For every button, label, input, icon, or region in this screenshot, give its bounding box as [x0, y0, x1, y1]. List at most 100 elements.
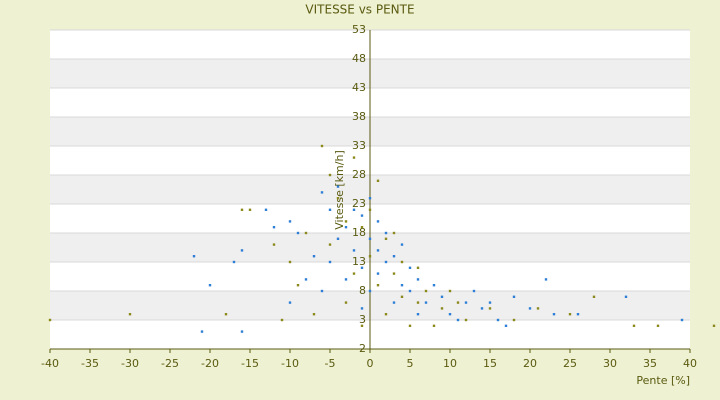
- point: [328, 208, 332, 211]
- point: [448, 313, 452, 316]
- point: [472, 289, 476, 293]
- y-tick-label: 13: [352, 255, 366, 268]
- point: [344, 226, 348, 229]
- point: [208, 284, 212, 287]
- x-tick-label: -35: [81, 357, 99, 370]
- point: [296, 231, 300, 235]
- y-tick-label: 28: [352, 168, 366, 181]
- point: [48, 318, 52, 322]
- x-tick-label: -5: [325, 357, 336, 370]
- point: [272, 243, 276, 246]
- point: [336, 185, 340, 188]
- point: [336, 237, 340, 240]
- point: [288, 260, 292, 264]
- point: [392, 255, 396, 258]
- point: [240, 330, 244, 333]
- point: [328, 243, 332, 246]
- point: [328, 260, 332, 264]
- x-tick-label: -10: [281, 357, 299, 370]
- point: [368, 197, 372, 200]
- point: [376, 220, 380, 223]
- point: [432, 324, 436, 327]
- point: [392, 301, 396, 304]
- point: [408, 266, 412, 269]
- y-tick-label: 23: [352, 197, 366, 210]
- x-tick-label: 5: [407, 357, 414, 370]
- point: [336, 197, 340, 200]
- point: [400, 295, 404, 298]
- point: [416, 266, 420, 269]
- point: [408, 324, 412, 327]
- point: [632, 324, 636, 327]
- point: [416, 278, 420, 281]
- x-tick-label: 30: [603, 357, 617, 370]
- x-tick-label: 40: [683, 357, 697, 370]
- point: [432, 284, 436, 287]
- point: [592, 295, 596, 298]
- point: [440, 307, 444, 310]
- point: [376, 284, 380, 287]
- x-tick-label: 10: [443, 357, 457, 370]
- point: [384, 260, 388, 264]
- x-tick-label: 35: [643, 357, 657, 370]
- point: [368, 237, 372, 240]
- y-tick-label: 38: [352, 110, 366, 123]
- point: [384, 231, 388, 235]
- point: [544, 278, 548, 281]
- point: [416, 301, 420, 304]
- point: [312, 313, 316, 316]
- point: [288, 220, 292, 223]
- y-tick-label: 18: [352, 226, 366, 239]
- point: [456, 301, 460, 304]
- point: [496, 318, 500, 322]
- x-tick-label: -15: [241, 357, 259, 370]
- point: [224, 313, 228, 316]
- y-tick-label: 43: [352, 81, 366, 94]
- point: [344, 278, 348, 281]
- point: [576, 313, 580, 316]
- point: [352, 272, 356, 275]
- y-axis-title: Vitesse [km/h]: [333, 150, 346, 230]
- point: [360, 214, 364, 217]
- point: [488, 307, 492, 310]
- point: [400, 284, 404, 287]
- point: [656, 324, 660, 327]
- chart-title: VITESSE vs PENTE: [305, 3, 414, 17]
- point: [488, 301, 492, 304]
- point: [304, 278, 308, 281]
- point: [320, 144, 324, 148]
- point: [200, 330, 204, 333]
- point: [680, 318, 684, 322]
- point: [192, 255, 196, 258]
- point: [376, 249, 380, 252]
- x-tick-label: 15: [483, 357, 497, 370]
- point: [304, 231, 308, 235]
- point: [392, 272, 396, 275]
- point: [344, 301, 348, 304]
- x-tick-label: -20: [201, 357, 219, 370]
- y-tick-label: 53: [352, 23, 366, 36]
- point: [360, 307, 364, 310]
- x-tick-label: -30: [121, 357, 139, 370]
- point: [384, 237, 388, 240]
- point: [368, 255, 372, 258]
- point: [360, 266, 364, 269]
- y-tick-label: 48: [352, 52, 366, 65]
- x-tick-label: 0: [367, 357, 374, 370]
- point: [240, 208, 244, 211]
- point: [480, 307, 484, 310]
- point: [424, 289, 428, 293]
- point: [392, 231, 396, 235]
- x-axis-title: Pente [%]: [636, 374, 690, 387]
- point: [504, 324, 508, 327]
- point: [312, 255, 316, 258]
- point: [280, 318, 284, 322]
- point: [248, 208, 252, 211]
- point: [240, 249, 244, 252]
- point: [368, 289, 372, 293]
- point: [448, 289, 452, 293]
- point: [376, 272, 380, 275]
- point: [232, 260, 236, 264]
- point: [400, 260, 404, 264]
